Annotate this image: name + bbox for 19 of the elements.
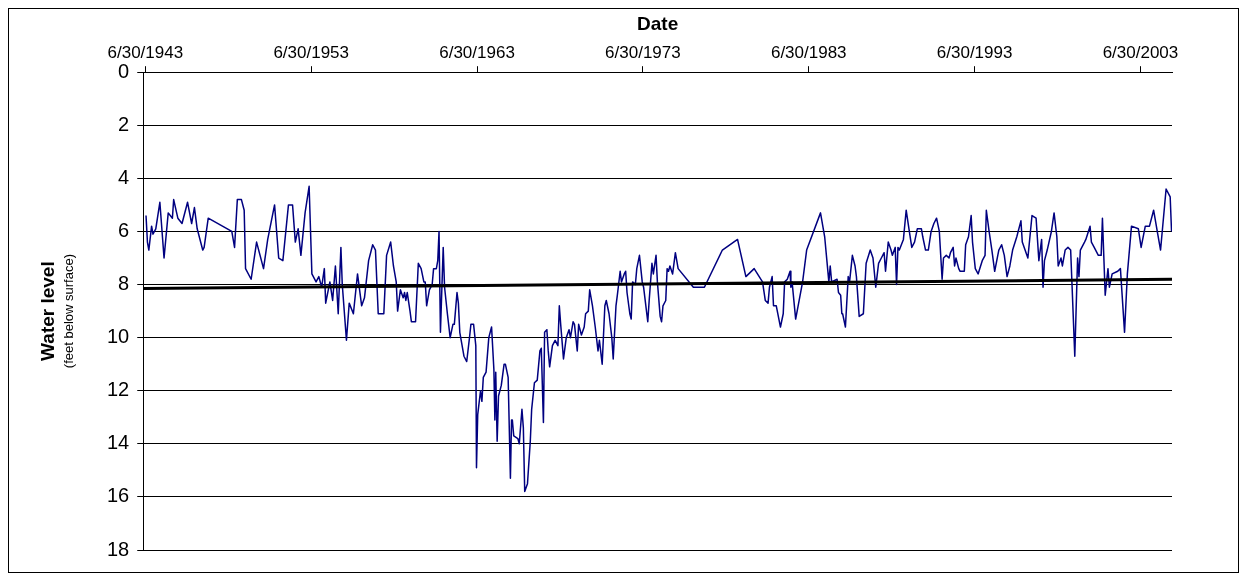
y-axis-title: Water level (feet below surface)	[37, 254, 76, 369]
x-tick-label: 6/30/1953	[273, 42, 350, 62]
x-tick-label: 6/30/1973	[605, 42, 681, 62]
y-tick-label: 2	[118, 112, 130, 135]
x-tick-label: 6/30/2003	[1102, 42, 1179, 62]
y-tick-label: 4	[118, 165, 130, 188]
y-tick-label: 8	[118, 272, 130, 295]
y-tick-label: 16	[107, 484, 130, 507]
y-tick-label: 18	[107, 537, 130, 560]
y-tick-label: 0	[118, 59, 130, 82]
x-tick-label: 6/30/1963	[439, 42, 515, 62]
x-tick-label: 6/30/1983	[770, 42, 847, 62]
y-tick-label: 12	[107, 378, 130, 401]
y-tick-label: 6	[118, 218, 130, 241]
x-tick-label: 6/30/1943	[107, 42, 184, 62]
x-tick-label: 6/30/1993	[936, 42, 1013, 62]
y-tick-label: 14	[107, 431, 130, 454]
y-tick-label: 10	[107, 325, 130, 348]
x-axis-title: Date	[637, 12, 679, 34]
